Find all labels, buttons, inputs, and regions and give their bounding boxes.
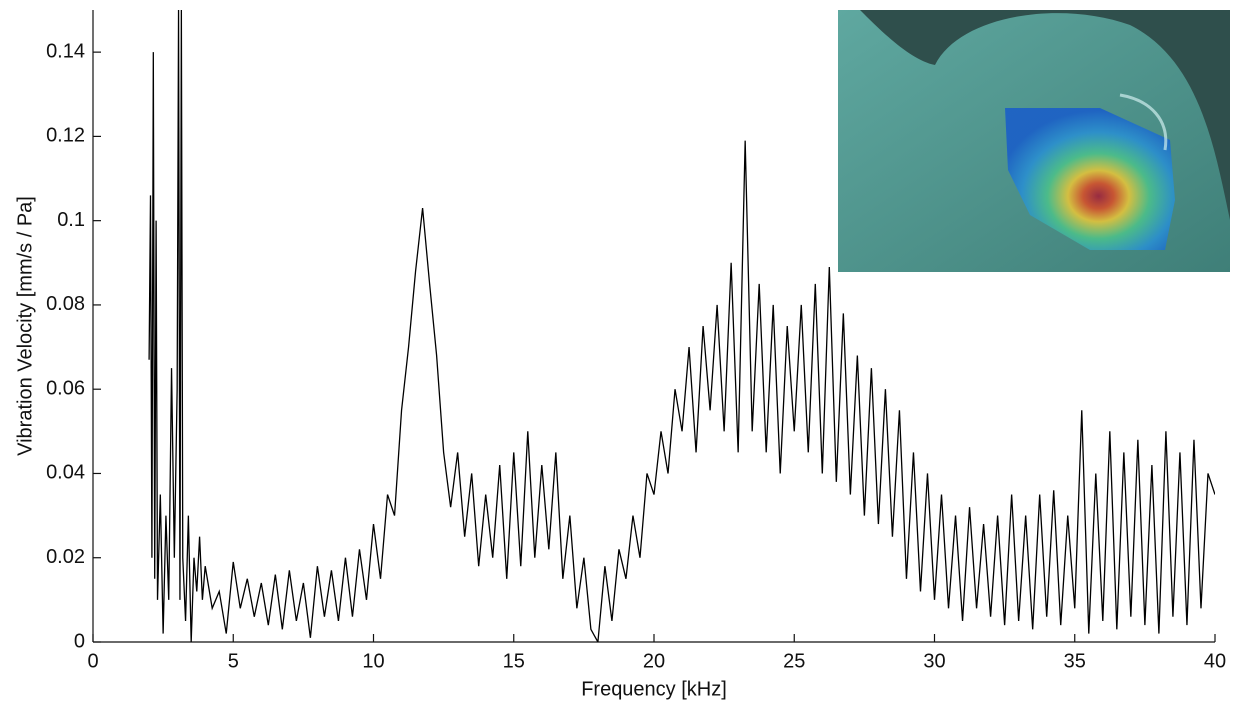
y-tick-label: 0.12 <box>46 125 85 147</box>
x-tick-label: 5 <box>228 650 239 672</box>
y-tick-label: 0.06 <box>46 377 85 399</box>
x-axis-title: Frequency [kHz] <box>581 678 727 700</box>
x-tick-label: 20 <box>643 650 665 672</box>
x-tick-label: 10 <box>362 650 384 672</box>
y-tick-label: 0.1 <box>57 209 85 231</box>
inset-image <box>838 10 1230 272</box>
x-tick-label: 0 <box>87 650 98 672</box>
y-tick-label: 0.08 <box>46 293 85 315</box>
x-tick-label: 40 <box>1204 650 1226 672</box>
x-tick-label: 25 <box>783 650 805 672</box>
y-tick-label: 0.14 <box>46 40 85 62</box>
x-tick-label: 30 <box>923 650 945 672</box>
x-tick-label: 15 <box>503 650 525 672</box>
y-tick-label: 0 <box>74 630 85 652</box>
y-axis-title: Vibration Velocity [mm/s / Pa] <box>14 196 36 456</box>
x-tick-label: 35 <box>1064 650 1086 672</box>
y-tick-label: 0.04 <box>46 462 85 484</box>
data-line <box>148 10 1215 642</box>
y-tick-label: 0.02 <box>46 546 85 568</box>
